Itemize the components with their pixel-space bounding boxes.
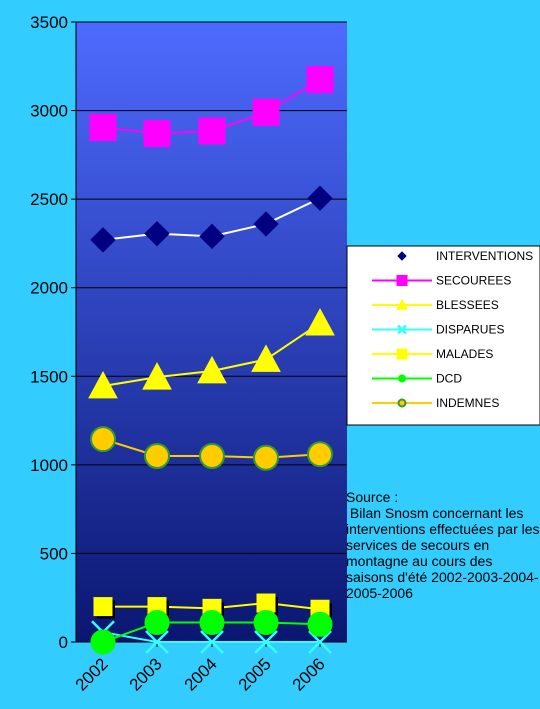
legend-box — [346, 245, 540, 426]
legend-item: DCD — [372, 372, 462, 386]
data-point — [93, 597, 113, 617]
legend-marker — [398, 374, 406, 383]
legend-marker — [397, 324, 407, 335]
series-interventions — [90, 185, 333, 253]
data-point — [199, 610, 225, 636]
y-tick-label: 3500 — [30, 13, 68, 32]
legend-item: INTERVENTIONS — [397, 249, 533, 263]
series-indemnes — [90, 426, 333, 471]
x-tick-label: 2003 — [126, 654, 166, 694]
x-tick-label: 2006 — [289, 654, 329, 694]
legend-label: DCD — [436, 372, 462, 386]
series-dcd — [90, 610, 333, 655]
legend-label: DISPARUES — [436, 323, 504, 337]
legend-item: DISPARUES — [372, 323, 504, 337]
y-tick-label: 0 — [59, 633, 68, 652]
data-point — [253, 211, 279, 237]
x-tick-label: 2002 — [72, 654, 112, 694]
data-point — [253, 444, 279, 471]
legend-label: INTERVENTIONS — [436, 249, 533, 263]
data-point — [144, 610, 170, 636]
data-point — [90, 426, 116, 453]
data-point — [254, 630, 278, 654]
data-point — [199, 223, 225, 250]
data-point — [198, 117, 226, 145]
data-point — [89, 113, 117, 141]
data-point — [143, 120, 171, 148]
data-point — [144, 443, 170, 469]
legend-label: SECOUREES — [436, 274, 511, 288]
legend-marker — [396, 275, 408, 286]
legend-item: INDEMNES — [372, 396, 499, 410]
series-secourees — [89, 66, 334, 148]
data-point — [252, 98, 280, 126]
legend-marker — [397, 251, 407, 261]
data-point — [306, 66, 334, 94]
data-point — [90, 629, 116, 655]
data-point — [142, 362, 172, 390]
y-tick-label: 2000 — [30, 279, 68, 298]
y-tick-label: 3000 — [30, 102, 68, 121]
data-point — [200, 630, 224, 654]
legend-item: MALADES — [372, 347, 493, 361]
data-point — [307, 611, 333, 637]
data-point — [305, 308, 335, 336]
data-point — [144, 220, 170, 247]
legend-item: BLESSEES — [372, 298, 499, 312]
data-point — [88, 370, 118, 399]
x-tick-label: 2005 — [235, 654, 275, 694]
data-point — [90, 227, 116, 253]
legend-label: BLESSEES — [436, 298, 499, 312]
source-note: Source : Bilan Snosm concernant les inte… — [346, 489, 540, 601]
y-tick-label: 1000 — [30, 456, 68, 475]
data-point — [197, 355, 227, 384]
data-point — [307, 441, 333, 468]
legend-item: SECOUREES — [372, 274, 511, 288]
data-point — [253, 610, 279, 636]
data-point — [145, 630, 169, 654]
y-tick-label: 500 — [40, 544, 68, 563]
data-point — [251, 344, 281, 372]
y-tick-label: 2500 — [30, 190, 68, 209]
legend-label: MALADES — [436, 347, 493, 361]
data-point — [307, 185, 333, 211]
data-point — [256, 593, 276, 613]
x-tick-label: 2004 — [181, 654, 221, 694]
y-tick-label: 1500 — [30, 367, 68, 386]
legend-marker — [396, 298, 408, 310]
data-point — [199, 443, 225, 469]
legend-marker — [397, 398, 407, 408]
series-blessees — [88, 308, 335, 399]
legend-label: INDEMNES — [436, 396, 499, 410]
data-point — [308, 630, 332, 654]
legend-marker — [396, 348, 408, 360]
